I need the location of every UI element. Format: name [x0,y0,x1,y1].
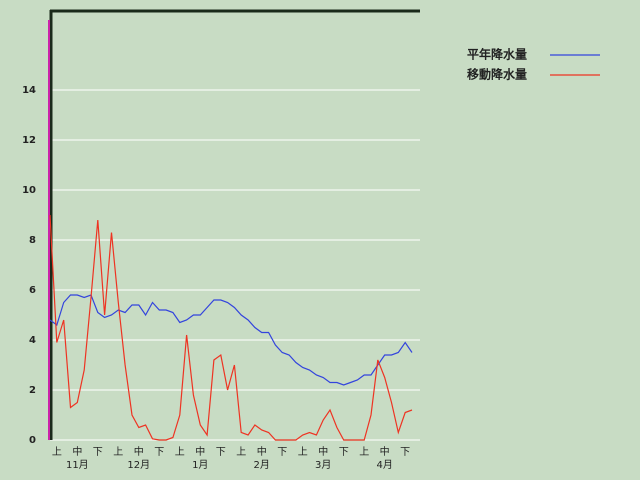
x-tick-label: 中 [72,445,82,458]
series-line [49,294,413,386]
x-tick-label: 中 [318,445,328,458]
x-tick-label: 下 [216,447,226,458]
x-tick-label: 下 [93,447,103,458]
month-label: 4月 [376,459,392,471]
y-tick-label: 4 [29,335,36,346]
x-tick-label: 中 [257,445,267,458]
x-tick-label: 上 [113,446,123,458]
y-tick-label: 0 [29,435,36,446]
x-tick-label: 上 [175,446,185,458]
x-tick-label: 上 [359,446,369,458]
y-tick-label: 14 [22,85,36,96]
y-tick-label: 10 [22,185,36,196]
month-label: 11月 [66,459,89,471]
month-label: 3月 [315,459,331,471]
x-tick-label: 中 [195,445,205,458]
x-tick-label: 下 [339,447,349,458]
x-tick-label: 下 [277,447,287,458]
month-label: 12月 [127,459,150,471]
y-tick-label: 2 [29,385,36,396]
x-tick-label: 下 [154,447,164,458]
x-tick-label: 上 [298,446,308,458]
legend-label: 移動降水量 [467,67,527,82]
x-tick-label: 下 [400,447,410,458]
y-tick-label: 12 [22,135,36,146]
series-line [49,214,413,441]
y-tick-label: 6 [29,285,36,296]
x-tick-label: 中 [134,445,144,458]
legend-label: 平年降水量 [467,47,527,62]
month-label: 2月 [254,459,270,471]
x-tick-label: 上 [52,446,62,458]
y-tick-label: 8 [29,235,36,246]
x-tick-label: 上 [236,446,246,458]
x-tick-label: 中 [380,445,390,458]
month-label: 1月 [192,459,208,471]
